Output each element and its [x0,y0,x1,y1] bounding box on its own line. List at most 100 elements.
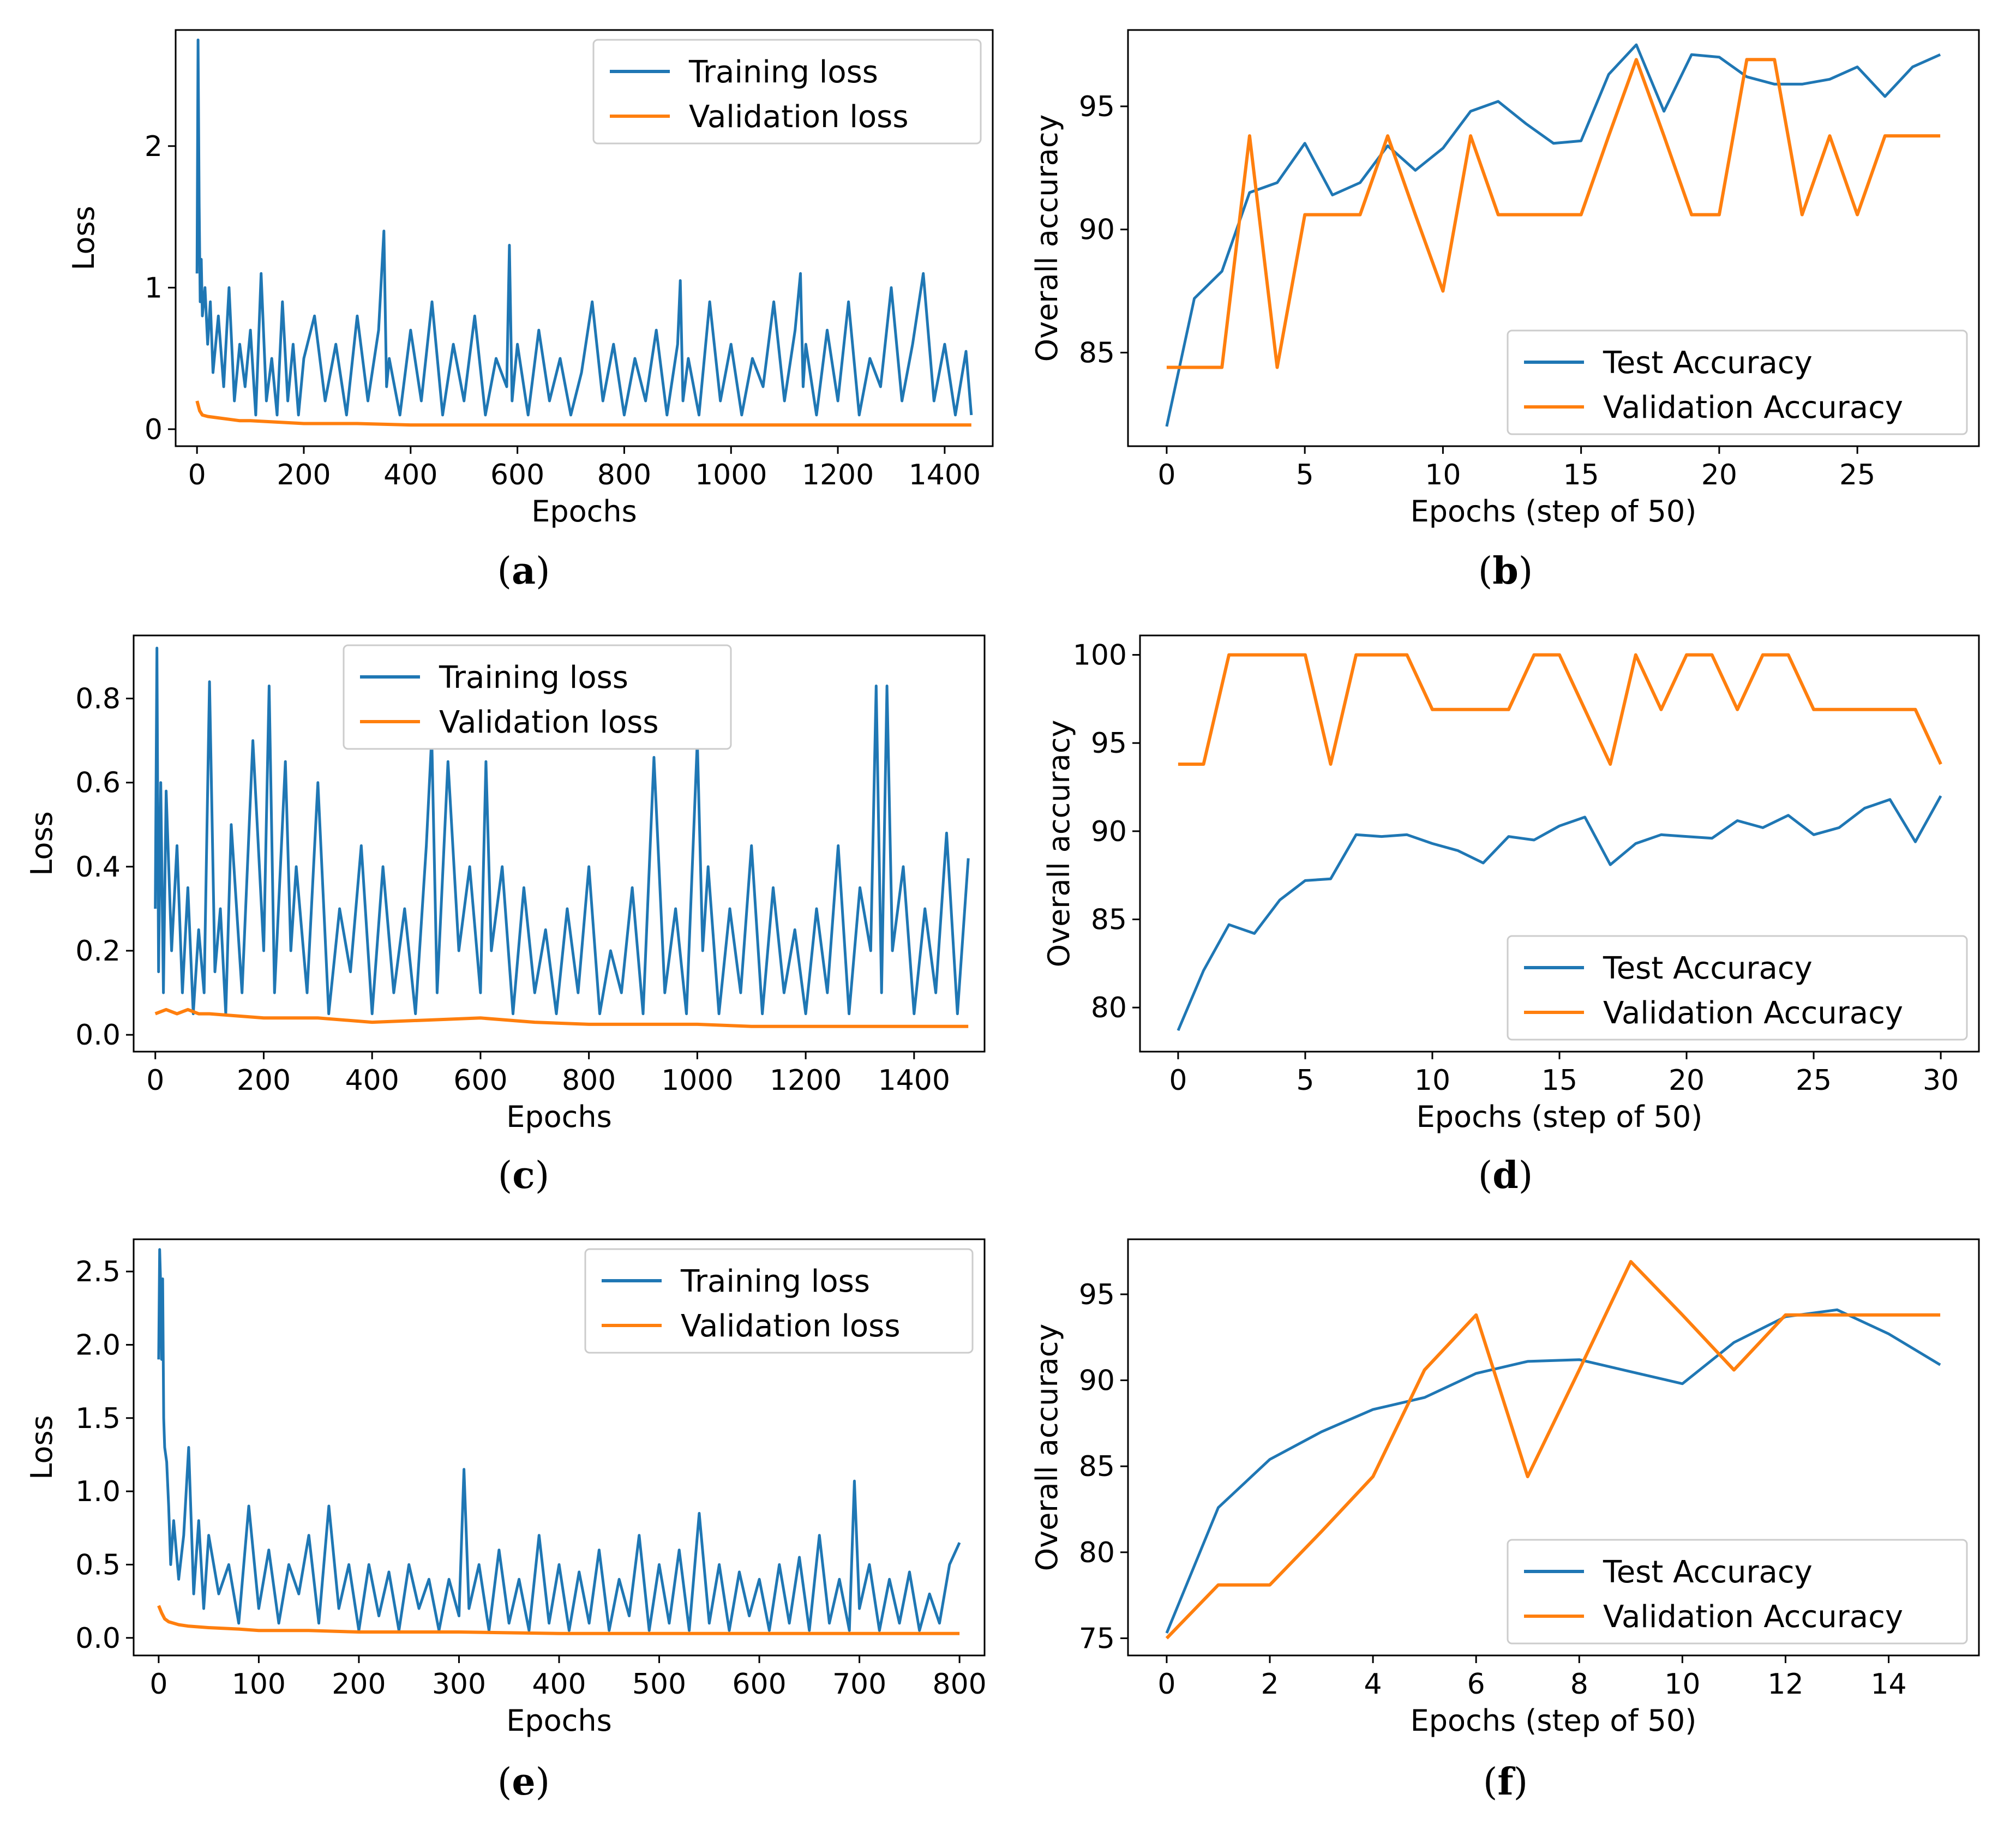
y-tick-label: 95 [1079,91,1115,123]
y-tick-label: 100 [1073,639,1127,672]
x-tick-label: 800 [597,459,651,491]
x-tick-label: 500 [632,1668,686,1701]
y-tick-label: 2 [145,130,163,163]
legend-entry: Test Accuracy [1603,951,1813,986]
legend-entry: Test Accuracy [1603,345,1813,381]
chart-c: 0 200 400 600 800 1000 1200 1400 0.0 0.2 0.4 0.6 0.8… [25,634,986,1197]
x-tick-label: 100 [232,1668,286,1701]
y-tick-label: 2.0 [75,1329,121,1361]
x-axis-label: Epochs [506,1100,611,1134]
legend: Test Accuracy Validation Accuracy [1507,329,1968,435]
x-tick-label: 15 [1541,1064,1577,1097]
legend: Test Accuracy Validation Accuracy [1507,935,1968,1041]
legend-entry: Test Accuracy [1603,1555,1813,1590]
series-line-primary [1165,43,1941,427]
legend-box [1507,935,1968,1041]
x-tick-label: 14 [1870,1668,1906,1701]
y-tick-label: 0 [145,413,163,446]
y-axis-label: Overall accuracy [1042,720,1076,968]
x-tick-label: 0 [1157,459,1175,491]
y-tick-label: 2.5 [75,1256,121,1288]
legend: Training loss Validation loss [343,644,732,750]
y-tick-label: 0.2 [75,935,121,968]
panel-caption: (f) [1483,1760,1528,1804]
x-axis-label: Epochs (step of 50) [1411,1703,1697,1738]
x-tick-label: 200 [237,1064,291,1097]
x-tick-label: 800 [932,1668,986,1701]
x-tick-label: 5 [1296,1064,1314,1097]
x-tick-label: 300 [432,1668,486,1701]
x-axis-label: Epochs (step of 50) [1411,494,1697,529]
series-line-secondary [157,1605,960,1635]
y-tick-label: 0.5 [75,1549,121,1581]
y-tick-label: 90 [1079,1365,1115,1397]
legend-entry: Training loss [688,55,878,90]
x-tick-label: 8 [1570,1668,1588,1701]
y-axis-label: Loss [25,811,59,875]
x-tick-label: 600 [490,459,544,491]
panel-caption: (c) [498,1154,549,1197]
y-axis-label: Overall accuracy [1030,1324,1064,1571]
y-tick-label: 90 [1079,214,1115,247]
legend-entry: Training loss [439,660,628,695]
x-tick-label: 0 [188,459,206,491]
x-tick-label: 20 [1701,459,1737,491]
chart-f: 0 2 4 6 8 10 12 14 75 80 85 90 95 Epochs (step of 50)… [1030,1238,1980,1804]
series-line-secondary [195,400,971,427]
x-tick-label: 4 [1364,1668,1382,1701]
y-axis-label: Loss [67,206,101,270]
x-tick-label: 700 [832,1668,886,1701]
legend-box [343,644,732,750]
y-tick-label: 80 [1091,992,1127,1024]
x-tick-label: 25 [1796,1064,1832,1097]
plot-frame [175,29,994,447]
x-tick-label: 600 [453,1064,507,1097]
y-tick-label: 1.0 [75,1475,121,1508]
x-tick-label: 200 [332,1668,386,1701]
legend: Training loss Validation loss [592,39,982,145]
y-tick-label: 95 [1091,727,1127,760]
chart-e: 0 100 200 300 400 500 600 700 800 0.0 0.5 1.0 1.5 2.0… [25,1238,987,1804]
x-tick-label: 25 [1839,459,1875,491]
y-tick-label: 75 [1079,1622,1115,1655]
x-tick-label: 1200 [770,1064,842,1097]
legend-entry: Validation Accuracy [1603,995,1903,1031]
series-line-secondary [1165,1260,1941,1640]
y-tick-label: 0.0 [75,1622,121,1655]
panel-caption: (e) [497,1760,550,1804]
series-line-secondary [154,1007,969,1028]
x-tick-label: 30 [1923,1064,1959,1097]
legend-entry: Validation loss [439,705,659,740]
x-tick-label: 1400 [909,459,981,491]
x-tick-label: 800 [562,1064,616,1097]
y-tick-label: 85 [1079,337,1115,369]
x-axis-label: Epochs (step of 50) [1417,1100,1703,1134]
y-axis-label: Loss [25,1415,59,1479]
legend-box [592,39,982,145]
panel-caption: (a) [497,549,550,593]
series-line-primary [157,1248,961,1632]
y-tick-label: 1 [145,272,163,304]
chart-d: 0 5 10 15 20 25 30 80 85 90 95 100 Epochs (step of 5… [1042,634,1980,1197]
legend-entry: Training loss [680,1264,870,1299]
y-tick-label: 0.6 [75,767,121,800]
x-tick-label: 10 [1664,1668,1700,1701]
series-line-primary [154,646,970,1016]
y-tick-label: 1.5 [75,1402,121,1435]
panel-caption: (d) [1478,1154,1533,1197]
x-axis-label: Epochs [531,494,637,529]
legend-entry: Validation loss [681,1309,901,1344]
legend-box [584,1248,974,1354]
x-tick-label: 0 [146,1064,164,1097]
x-tick-label: 0 [149,1668,167,1701]
series-line-secondary [1178,653,1942,766]
x-tick-label: 5 [1296,459,1314,491]
y-tick-label: 95 [1079,1279,1115,1311]
chart-a: 0 200 400 600 800 1000 1200 1400 0 1 2 Epochs Loss Tr… [67,29,994,593]
x-tick-label: 10 [1425,459,1461,491]
x-tick-label: 0 [1169,1064,1187,1097]
panel-caption: (b) [1478,549,1533,593]
x-tick-label: 400 [345,1064,399,1097]
x-tick-label: 0 [1157,1668,1175,1701]
